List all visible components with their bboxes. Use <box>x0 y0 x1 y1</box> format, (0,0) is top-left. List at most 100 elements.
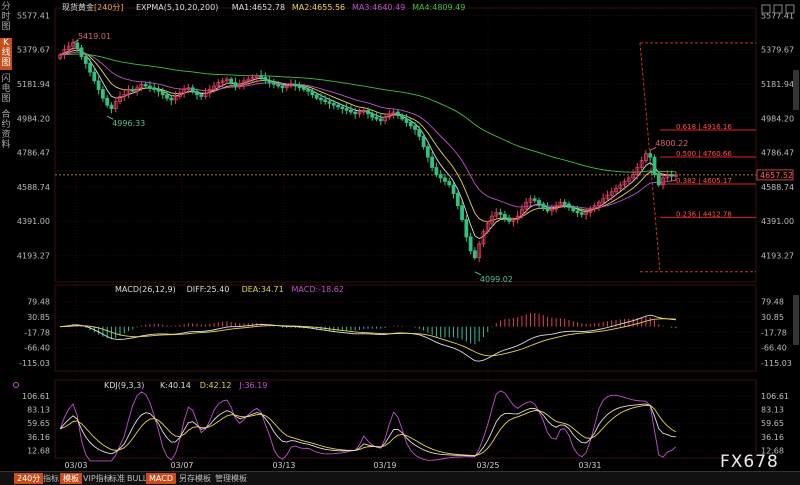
y-tick-right: 5577.41 <box>761 11 794 20</box>
fib-level-label: 0.382 | 4605.17 <box>676 177 732 185</box>
macd-y-tick-right: -115.03 <box>761 359 792 368</box>
candle-body <box>173 96 178 101</box>
ma2-line <box>60 49 676 222</box>
fib-retracement[interactable]: 0.618 | 4916.16 0.500 | 4760.66 0.382 | 46… <box>55 42 794 273</box>
ma3-line <box>60 51 676 209</box>
candle-body <box>88 63 92 73</box>
candle-body <box>160 90 165 96</box>
kdj-y-tick-right: 12.68 <box>761 447 784 456</box>
candle-body <box>464 219 469 238</box>
candle-body <box>250 76 255 80</box>
candle-body <box>143 83 148 87</box>
candle-body <box>297 85 302 89</box>
kdj-y-tick-right: 59.65 <box>761 419 784 428</box>
candle-body <box>353 111 358 115</box>
maximize-icon[interactable] <box>773 4 783 14</box>
y-tick-right: 4588.74 <box>761 183 794 192</box>
candle-body <box>224 78 229 82</box>
window-icon[interactable] <box>761 4 771 14</box>
candle-body <box>485 222 490 233</box>
indicator-label: KDJ(9,3,3) <box>104 381 144 390</box>
candle-body <box>507 217 512 222</box>
candle-body <box>575 210 580 214</box>
macd-y-tick-left: -115.03 <box>19 359 50 368</box>
main-panel-frame <box>54 7 757 283</box>
candle-body <box>122 94 127 97</box>
side-tab-3[interactable]: 合约资料 <box>1 110 11 150</box>
candle-body <box>532 198 537 201</box>
legend-item: MACD:-18.62 <box>292 285 344 294</box>
fib-diagonal <box>639 42 661 272</box>
candle-body <box>438 174 443 179</box>
candle-body <box>113 101 118 109</box>
bottom-tab-2[interactable]: 模板 <box>60 473 82 484</box>
current-price-label: 4657.52 <box>760 171 793 180</box>
main-legend: EXPMA(5,10,20,200) MA1:4652.78 MA2:4655.56… <box>136 3 465 12</box>
candle-body <box>562 201 567 205</box>
candle-body <box>220 80 225 83</box>
candle-body <box>58 54 63 59</box>
candle-body <box>584 212 588 215</box>
macd-y-tick-right: -66.40 <box>761 344 787 353</box>
candle-body <box>284 85 289 89</box>
side-tab-2[interactable]: 闪电图 <box>1 74 11 104</box>
kdj-y-tick-left: 59.65 <box>27 419 50 428</box>
legend-item: EXPMA(5,10,20,200) <box>136 3 218 12</box>
legend-item: J:36.19 <box>238 381 267 390</box>
candle-body <box>105 97 110 106</box>
axis-labels: 5577.41 5577.41 5379.67 5379.67 5181.94 5181.… <box>17 11 794 470</box>
candle-body <box>425 146 430 158</box>
candle-body <box>280 85 285 89</box>
right-scroll-handle[interactable] <box>793 70 799 110</box>
kdj-y-tick-right: 106.61 <box>761 392 789 401</box>
candle-body <box>387 113 392 118</box>
y-tick-left: 4391.00 <box>17 217 50 226</box>
kdj-y-tick-left: 36.16 <box>27 433 50 442</box>
bottom-tab-4[interactable]: 标准 <box>109 474 125 483</box>
bottom-tab-5[interactable]: BULL <box>127 474 148 483</box>
candle-body <box>130 89 135 92</box>
candle-body <box>579 212 584 215</box>
price-annotation: 4996.33 <box>112 119 145 128</box>
candle-body <box>571 207 576 212</box>
bottom-tab-1[interactable]: 指标 <box>43 474 59 483</box>
ma-lines <box>59 47 676 240</box>
kdj-indicator <box>59 390 677 462</box>
candle-body <box>404 118 409 123</box>
candle-body <box>417 128 422 137</box>
candle-body <box>370 113 375 118</box>
bottom-tab-7[interactable]: 另存模板 <box>179 474 211 483</box>
bottom-tab-8[interactable]: 管理模板 <box>215 474 247 483</box>
candle-body <box>272 82 276 85</box>
candle-body <box>156 89 161 92</box>
candle-body <box>400 115 405 120</box>
fib-level-label: 0.236 | 4412.78 <box>676 210 732 218</box>
bottom-tab-0[interactable]: 240分 <box>14 473 44 484</box>
candle-body <box>361 109 366 113</box>
candle-body <box>186 87 191 90</box>
candle-body <box>477 243 482 259</box>
legend-item: DIFF:25.40 <box>187 285 230 294</box>
y-tick-left: 5577.41 <box>17 11 50 20</box>
candle-body <box>396 111 400 116</box>
candle-body <box>259 75 264 78</box>
settings-icon[interactable] <box>785 4 795 14</box>
bottom-tab-3[interactable]: VIP指标 <box>83 474 112 483</box>
candle-body <box>601 198 606 203</box>
price-annotation: 4800.22 <box>655 139 688 148</box>
legend-item: DEA:34.71 <box>242 285 284 294</box>
candle-body <box>139 83 144 89</box>
candle-body <box>229 78 234 83</box>
indicator-dot-icon <box>13 382 19 388</box>
candle-body <box>310 90 315 96</box>
side-tab-0[interactable]: 分时图 <box>1 2 11 32</box>
candle-body <box>545 207 550 212</box>
right-scroll-handle-2[interactable] <box>793 295 799 345</box>
candle-body <box>169 97 174 101</box>
candle-body <box>216 82 221 87</box>
bottom-tab-6[interactable]: MACD <box>146 473 176 484</box>
candle-body <box>79 47 84 57</box>
y-tick-left: 4193.27 <box>17 251 50 260</box>
